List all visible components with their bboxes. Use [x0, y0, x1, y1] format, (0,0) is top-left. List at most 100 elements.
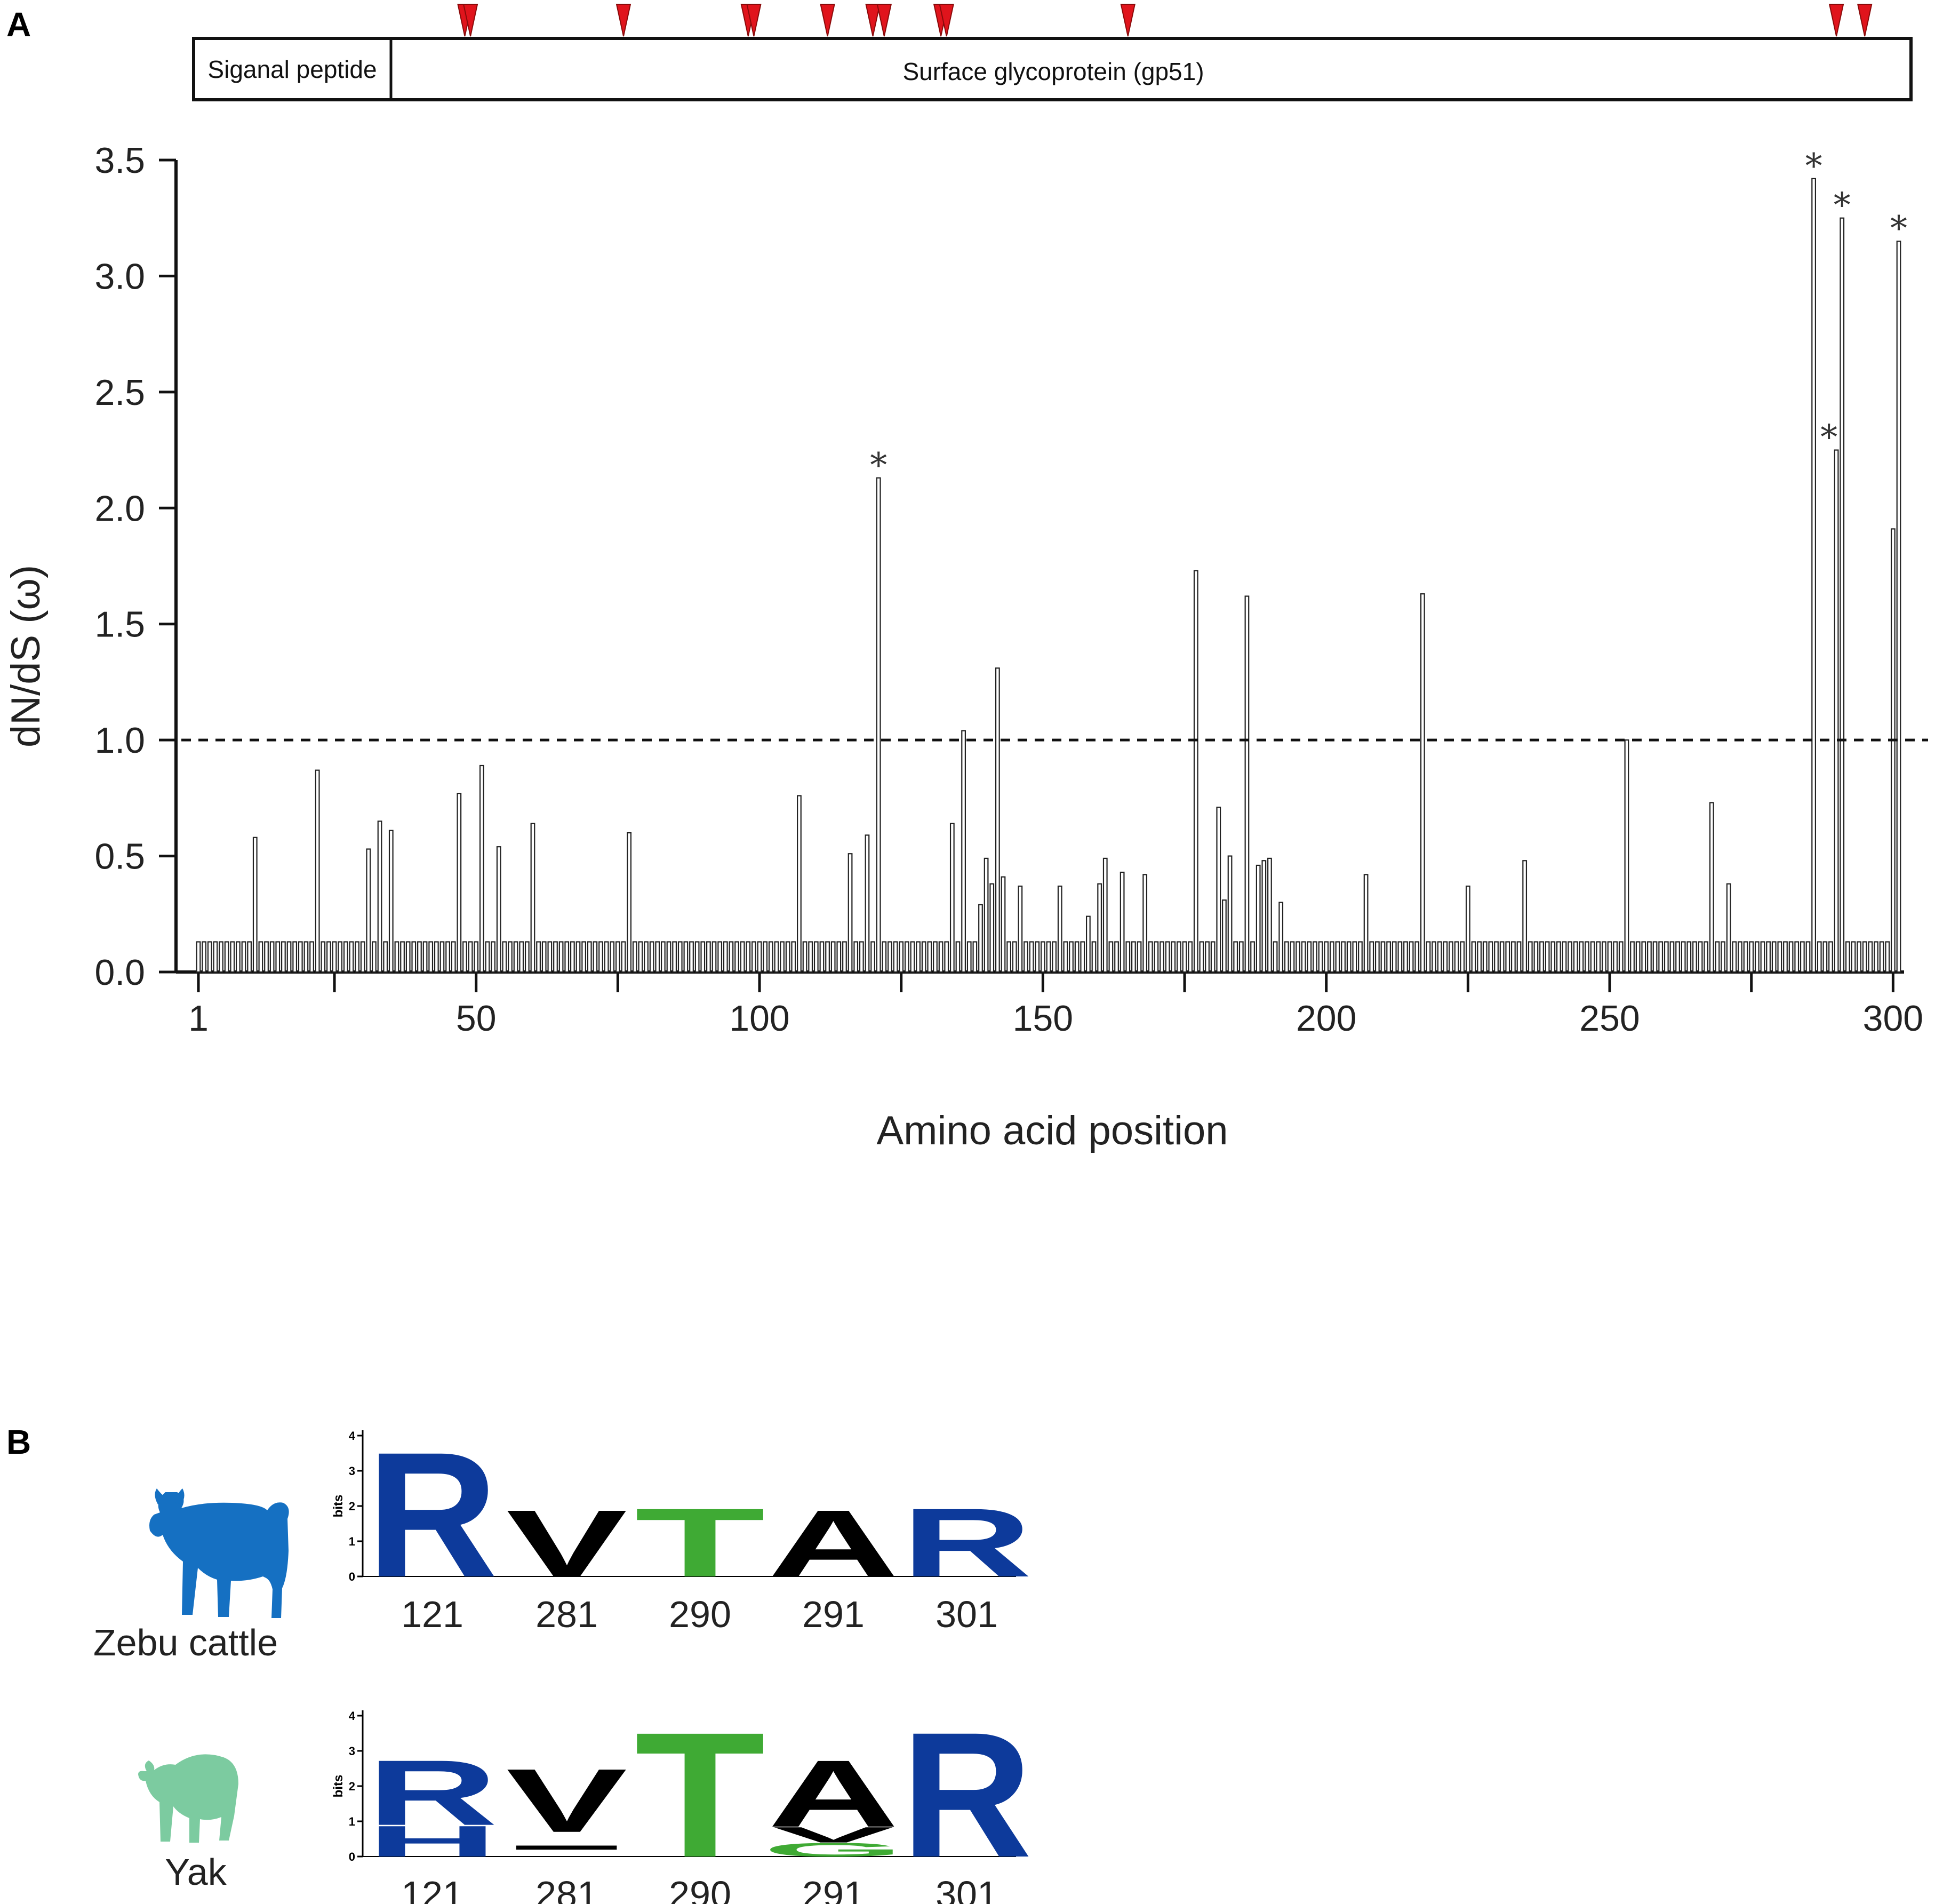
bar [825, 941, 830, 973]
bar [457, 793, 462, 973]
bar [933, 941, 938, 973]
bar [1238, 941, 1244, 973]
y-tick-label: 3.0 [94, 256, 145, 297]
bar [1788, 941, 1794, 973]
bar [1828, 941, 1833, 973]
glycosylation-site-marker [746, 4, 762, 37]
bar [1465, 886, 1470, 973]
significance-star: * [1805, 147, 1822, 186]
logo-letter: R [901, 1695, 1033, 1895]
bar [1437, 941, 1442, 973]
logo-position-label: 290 [669, 1874, 731, 1904]
bar [604, 941, 609, 973]
logo-letter: - [501, 1826, 633, 1864]
bar [1624, 739, 1629, 973]
bar [269, 941, 275, 973]
bar [1392, 941, 1397, 973]
bar [400, 941, 405, 973]
bar [349, 941, 354, 973]
glycosylation-site-marker [876, 4, 892, 37]
logo-position-label: 291 [802, 1874, 865, 1904]
bar [1817, 941, 1822, 973]
bar [372, 941, 377, 973]
logo-letter: V [773, 1822, 894, 1847]
bar [791, 941, 796, 973]
bar [882, 941, 887, 973]
logo-letter: R [367, 1741, 498, 1845]
bar [1494, 941, 1499, 973]
glycosylation-site-marker [820, 4, 835, 37]
bar [1097, 883, 1102, 973]
glycosylation-site-marker [1857, 4, 1873, 37]
bar [1057, 886, 1062, 973]
bar [1358, 941, 1363, 973]
bar [564, 941, 570, 973]
bar [1273, 941, 1278, 973]
bar [1193, 570, 1198, 973]
bar [1177, 941, 1181, 973]
bar [1488, 941, 1493, 973]
bar [383, 941, 388, 973]
zebu-cattle-label: Zebu cattle [93, 1622, 278, 1663]
bar [1052, 941, 1057, 973]
bar [360, 941, 365, 973]
logo-letter: A [768, 1490, 899, 1597]
bar [916, 941, 921, 973]
bar [847, 853, 853, 973]
bar [553, 941, 558, 973]
bar [1256, 864, 1261, 973]
bar [677, 941, 683, 973]
bar [808, 941, 813, 973]
bar [264, 941, 269, 973]
bar [235, 941, 241, 973]
bar [1573, 941, 1578, 973]
bar [1698, 941, 1703, 973]
bar [1080, 941, 1085, 973]
bar [1641, 941, 1646, 973]
y-tick-label: 2.5 [94, 372, 145, 413]
yak-icon [138, 1754, 238, 1843]
bar [694, 941, 700, 973]
glycosylation-site-marker [1120, 4, 1136, 37]
bar [1449, 941, 1453, 973]
bar [1324, 941, 1329, 973]
bar [780, 941, 785, 973]
bar [655, 941, 660, 973]
bar [1148, 941, 1153, 973]
bar [683, 941, 689, 973]
bar [887, 941, 892, 973]
bar [1851, 941, 1856, 973]
bar [1244, 595, 1250, 973]
bar [1397, 941, 1403, 973]
bar [1686, 941, 1692, 973]
logo-y-tick-label: 4 [349, 1429, 356, 1443]
bar [1160, 941, 1164, 973]
logo-position-label: 281 [535, 1594, 598, 1635]
bar [355, 941, 359, 973]
y-axis: 0.0 0.5 1.0 1.5 2.0 2.5 3.0 3.5 [94, 140, 178, 993]
bar [439, 941, 445, 973]
panel-label-b: B [6, 1423, 31, 1461]
bar [445, 941, 450, 973]
bar [547, 941, 553, 973]
bar [388, 830, 394, 973]
logo-position-label: 121 [401, 1874, 463, 1904]
logo-letter: H [367, 1817, 498, 1866]
bar [944, 941, 949, 973]
bar [1199, 941, 1204, 973]
bar [332, 941, 337, 973]
y-tick-label: 1.5 [94, 604, 145, 645]
bar [1647, 941, 1652, 973]
logo-letter: V [506, 1750, 628, 1851]
bar [502, 941, 507, 973]
bar [1250, 941, 1255, 973]
bar [1664, 941, 1669, 973]
logo-letter: T [635, 1695, 765, 1895]
bar [1709, 802, 1714, 973]
bar [1227, 855, 1233, 973]
bar [1545, 941, 1550, 973]
bar [1386, 941, 1391, 973]
bar [1290, 941, 1295, 973]
significance-star: * [1820, 418, 1837, 458]
bar [434, 941, 439, 973]
